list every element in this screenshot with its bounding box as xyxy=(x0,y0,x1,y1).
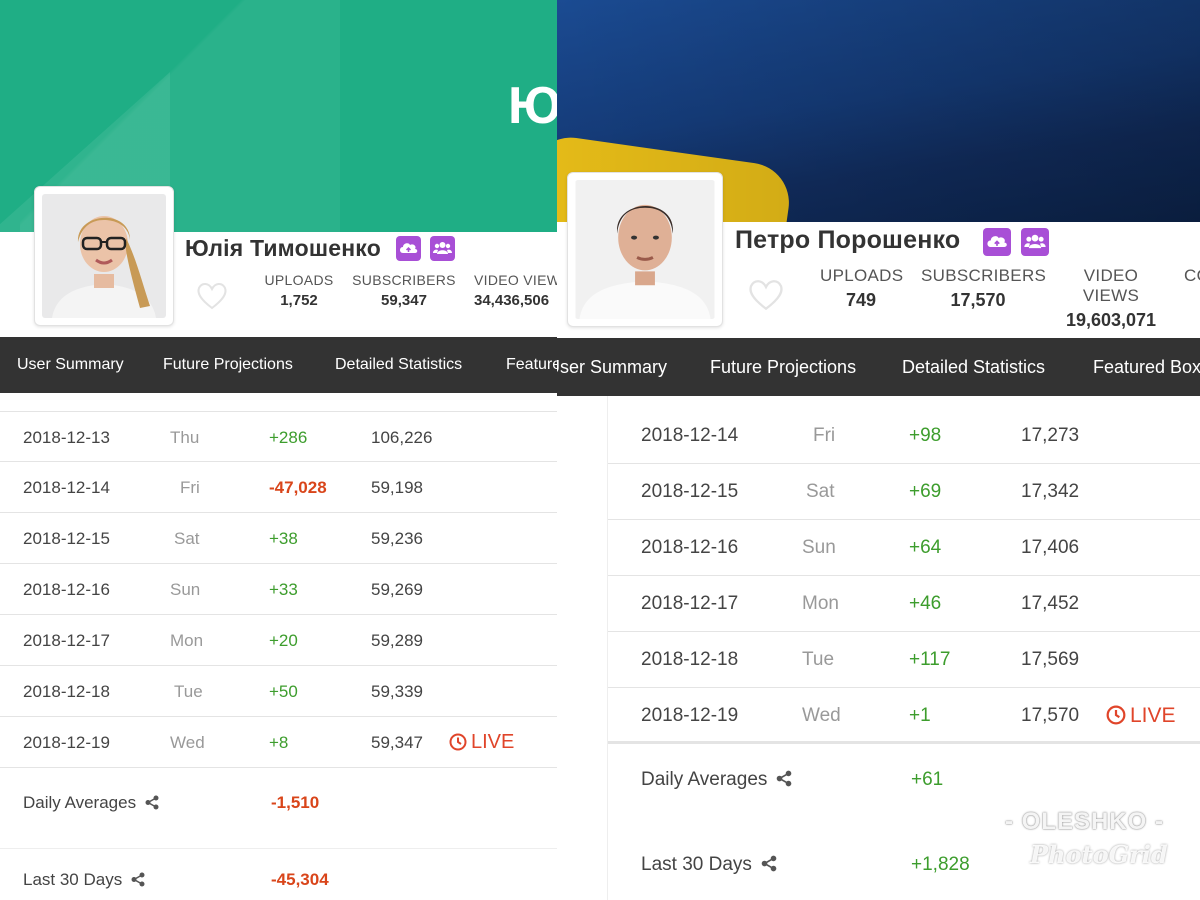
avatar-photo xyxy=(42,194,166,318)
left-channel-panel: Ю Юлія Тимошенко UPLOADS 1,752 SUBSCRIBER… xyxy=(0,0,557,900)
uploads-stat: UPLOADS 1,752 xyxy=(264,272,334,309)
avatar[interactable] xyxy=(567,172,723,327)
last-30-days-row: Last 30 Days +1,828 xyxy=(641,854,970,875)
share-icon[interactable] xyxy=(130,872,146,887)
table-row: 2018-12-18 Tue +117 17,569 xyxy=(608,632,1200,688)
clock-icon xyxy=(1106,705,1126,725)
daily-averages-row: Daily Averages +61 xyxy=(641,769,944,790)
heart-icon[interactable] xyxy=(747,279,785,311)
stats-table: 2018-12-14 Fri +98 17,273 2018-12-15 Sat +69 1… xyxy=(607,396,1200,900)
right-channel-panel: Петро Порошенко UPLOADS 749 SUBSCRIBERS 17… xyxy=(557,0,1200,900)
users-badge-icon[interactable] xyxy=(1021,228,1049,256)
nav-bar: User Summary Future Projections Detailed… xyxy=(0,337,557,393)
last-30-days-row: Last 30 Days -45,304 +4 xyxy=(23,870,329,889)
daily-averages-row: Daily Averages -1,510 +1 xyxy=(23,793,320,812)
channel-name: Петро Порошенко xyxy=(735,226,961,254)
nav-bar: User Summary Future Projections Detailed… xyxy=(557,338,1200,396)
table-row: 2018-12-19 Wed +1 17,570 LIVE xyxy=(608,688,1200,744)
upload-badge-icon[interactable] xyxy=(396,236,421,261)
video-views-stat: VIDEO VIEWS 19,603,071 xyxy=(1065,266,1157,330)
table-row: 2018-12-16 Sun +64 17,406 xyxy=(608,520,1200,576)
table-row: 2018-12-15 Sat +69 17,342 xyxy=(608,464,1200,520)
avatar[interactable] xyxy=(34,186,174,326)
tab-future-projections[interactable]: Future Projections xyxy=(710,357,857,377)
tab-detailed-statistics[interactable]: Detailed Statistics xyxy=(902,357,1046,377)
tab-featured[interactable]: Featured xyxy=(506,356,557,373)
live-indicator: LIVE xyxy=(449,717,514,768)
tab-detailed-statistics[interactable]: Detailed Statistics xyxy=(335,356,463,373)
watermark-photogrid: PhotoGrid xyxy=(1030,840,1168,869)
watermark: - OLESHKO - xyxy=(1005,808,1164,835)
table-row: 2018-12-14 Fri +98 17,273 xyxy=(608,408,1200,464)
tab-user-summary[interactable]: User Summary xyxy=(557,357,668,377)
tab-future-projections[interactable]: Future Projections xyxy=(163,356,293,373)
upload-badge-icon[interactable] xyxy=(983,228,1011,256)
subscribers-stat: SUBSCRIBERS 17,570 xyxy=(921,266,1047,310)
video-views-stat: VIDEO VIEWS34,436,506 xyxy=(474,272,557,309)
banner-logo: Ю xyxy=(508,77,557,135)
heart-icon[interactable] xyxy=(196,282,228,310)
live-indicator: LIVE xyxy=(1106,688,1176,744)
share-icon[interactable] xyxy=(775,770,793,787)
share-icon[interactable] xyxy=(144,795,160,810)
uploads-stat: UPLOADS 749 xyxy=(820,266,904,310)
tab-user-summary[interactable]: User Summary xyxy=(17,356,124,373)
comments-stat: CO xyxy=(1184,266,1200,285)
channel-name: Юлія Тимошенко xyxy=(185,235,381,261)
share-icon[interactable] xyxy=(760,855,778,872)
avatar-photo xyxy=(575,180,715,319)
clock-icon xyxy=(449,733,467,751)
subscribers-stat: SUBSCRIBERS 59,347 xyxy=(352,272,456,309)
table-row: 2018-12-17 Mon +46 17,452 xyxy=(608,576,1200,632)
users-badge-icon[interactable] xyxy=(430,236,455,261)
tab-featured-box[interactable]: Featured Box xyxy=(1093,357,1200,377)
